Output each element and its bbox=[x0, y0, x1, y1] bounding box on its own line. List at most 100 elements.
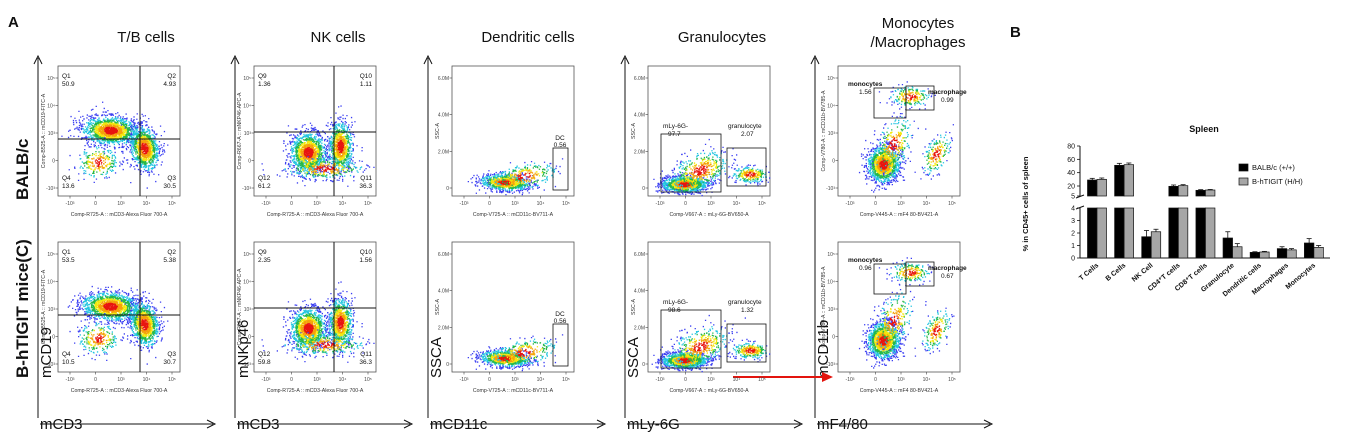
gate-name: Q4 bbox=[62, 351, 71, 358]
bar-lower bbox=[1249, 252, 1261, 259]
y-tick-label: 10⁴ bbox=[243, 104, 251, 110]
x-tick-label: 10³ bbox=[707, 201, 715, 207]
y-axis-name: Comp-R667-A :: mNKP46-APC-A bbox=[237, 268, 243, 346]
y-tick-label: -10³ bbox=[46, 362, 55, 368]
x-axis-name: Comp-V667-A :: mLy-6G-BV650-A bbox=[669, 388, 749, 394]
column-title-1: NK cells bbox=[310, 29, 365, 46]
x-axis-name: Comp-R725-A :: mCD3-Alexa Fluor 700-A bbox=[267, 388, 364, 394]
y-arrowhead-1 bbox=[230, 54, 240, 65]
y-tick-label: 10⁵ bbox=[243, 76, 251, 82]
x-tick-label: 0 bbox=[874, 377, 877, 383]
bar bbox=[1259, 250, 1270, 259]
y-arrowhead-4 bbox=[810, 54, 820, 65]
bar-lower bbox=[1205, 207, 1216, 259]
gate-value: 2.07 bbox=[741, 131, 754, 138]
y-tick-label: 10⁴ bbox=[827, 280, 835, 286]
gate-value: 4.93 bbox=[163, 81, 176, 88]
flow-plot-r1-c0: -10³ 0 10³ 10⁴ 10⁵-10³010³10⁴10⁵Comp-R725-A … bbox=[41, 241, 181, 394]
legend-entry: BALB/c (+/+) bbox=[1252, 163, 1295, 172]
y-axis-name: Comp-B525-A :: mCD19-FITC-A bbox=[41, 93, 47, 168]
gate-name: granulocyte bbox=[728, 299, 762, 306]
y-tick-label: 6.0M bbox=[634, 76, 645, 82]
flow-plot-r0-c1: -10³ 0 10³ 10⁴ 10⁵-10³010³10⁴10⁵Comp-R725-A … bbox=[237, 65, 377, 218]
gate-value: 59.8 bbox=[258, 359, 271, 366]
y-tick-label: 2.0M bbox=[438, 325, 449, 331]
column-title-0: T/B cells bbox=[117, 29, 175, 46]
x-axis-name: Comp-V445-A :: mF4 80-BV421-A bbox=[860, 212, 939, 218]
bar-lower bbox=[1304, 242, 1315, 259]
y-tick-label: 20 bbox=[1067, 184, 1075, 191]
bar-lower bbox=[1114, 207, 1125, 259]
panel-a-flow-plots: T/B cells NK cells Dendritic cells Granuloc… bbox=[33, 15, 994, 433]
y-arrowhead-2 bbox=[423, 54, 433, 65]
gate-value: 98.6 bbox=[668, 307, 681, 314]
x-arrowhead-0 bbox=[206, 419, 217, 429]
y-tick-label: 2.0M bbox=[634, 149, 645, 155]
x-marker-1: mCD3 bbox=[237, 416, 280, 433]
bar-lower bbox=[1313, 247, 1324, 259]
y-tick-label: 0 bbox=[52, 159, 55, 165]
bar bbox=[1232, 243, 1243, 259]
x-axis-name: Comp-R725-A :: mCD3-Alexa Fluor 700-A bbox=[267, 212, 364, 218]
y-tick-label: 0 bbox=[248, 159, 251, 165]
bar-upper bbox=[1087, 179, 1098, 197]
x-tick-label: 10⁵ bbox=[562, 377, 570, 383]
bar-upper bbox=[1205, 189, 1216, 197]
gate-value: 1.56 bbox=[359, 257, 372, 264]
gate-name: Q2 bbox=[167, 73, 176, 80]
legend-swatch bbox=[1238, 177, 1249, 186]
bar-upper bbox=[1195, 189, 1206, 197]
y-marker-4: mCD11b bbox=[815, 320, 832, 378]
x-tick-label: 10⁵ bbox=[364, 201, 372, 207]
bar-lower bbox=[1276, 248, 1288, 259]
gate-name: monocytes bbox=[848, 257, 883, 264]
x-axis-name: Comp-R725-A :: mCD3-Alexa Fluor 700-A bbox=[71, 388, 168, 394]
y-tick-label: 0 bbox=[52, 335, 55, 341]
y-tick-label: 10⁵ bbox=[47, 252, 55, 258]
y-tick-label: 80 bbox=[1067, 144, 1075, 151]
y-tick-label: 60 bbox=[1067, 157, 1075, 164]
bar-upper bbox=[1123, 164, 1134, 197]
x-tick-label: 10⁵ bbox=[948, 201, 956, 207]
y-tick-label: 4.0M bbox=[438, 289, 449, 295]
gate-value: 36.3 bbox=[359, 359, 372, 366]
x-tick-label: 10⁵ bbox=[168, 377, 176, 383]
x-tick-label: 0 bbox=[684, 377, 687, 383]
gate-name: Q1 bbox=[62, 249, 71, 256]
x-tick-label: 10⁴ bbox=[923, 377, 931, 383]
x-tick-label: 10⁵ bbox=[948, 377, 956, 383]
y-tick-label: 0 bbox=[446, 362, 449, 368]
x-tick-label: 10⁴ bbox=[143, 377, 151, 383]
bar bbox=[1249, 251, 1261, 259]
gate-name: Q9 bbox=[258, 73, 267, 80]
y-axis-name: Comp-B525-A :: mCD19-FITC-A bbox=[41, 269, 47, 344]
y-tick-label: 6.0M bbox=[634, 252, 645, 258]
gate-value: 53.5 bbox=[62, 257, 75, 264]
y-tick-label: 0 bbox=[642, 186, 645, 192]
bar-lower bbox=[1232, 246, 1243, 259]
y-tick-label: 4.0M bbox=[634, 289, 645, 295]
x-arrowhead-1 bbox=[403, 419, 414, 429]
neg-gate bbox=[660, 309, 722, 369]
x-tick-label: 10³ bbox=[511, 201, 519, 207]
y-tick-label: 40 bbox=[1067, 170, 1075, 177]
x-tick-label: 10³ bbox=[313, 377, 321, 383]
gate-value: 1.56 bbox=[859, 89, 872, 96]
gate-value: 2.35 bbox=[258, 257, 271, 264]
y-arrowhead-0 bbox=[33, 54, 43, 65]
gate-value: 30.7 bbox=[163, 359, 176, 366]
x-axis-name: Comp-V725-A :: mCD11c-BV711-A bbox=[473, 212, 554, 218]
bar-lower bbox=[1222, 237, 1233, 259]
gate-value: 1.11 bbox=[360, 81, 373, 88]
y-tick-label: -10³ bbox=[826, 186, 835, 192]
x-tick-label: 10³ bbox=[117, 201, 125, 207]
bar bbox=[1304, 238, 1315, 259]
x-marker-3: mLy-6G bbox=[627, 416, 680, 433]
gate-value: 50.9 bbox=[62, 81, 75, 88]
x-axis-name: Comp-V667-A :: mLy-6G-BV650-A bbox=[669, 212, 749, 218]
gate-name: Q2 bbox=[167, 249, 176, 256]
x-tick-label: 10⁵ bbox=[758, 201, 766, 207]
y-tick-label: 10⁴ bbox=[47, 104, 55, 110]
macro-gate bbox=[905, 85, 935, 111]
x-tick-label: 10⁴ bbox=[537, 377, 545, 383]
